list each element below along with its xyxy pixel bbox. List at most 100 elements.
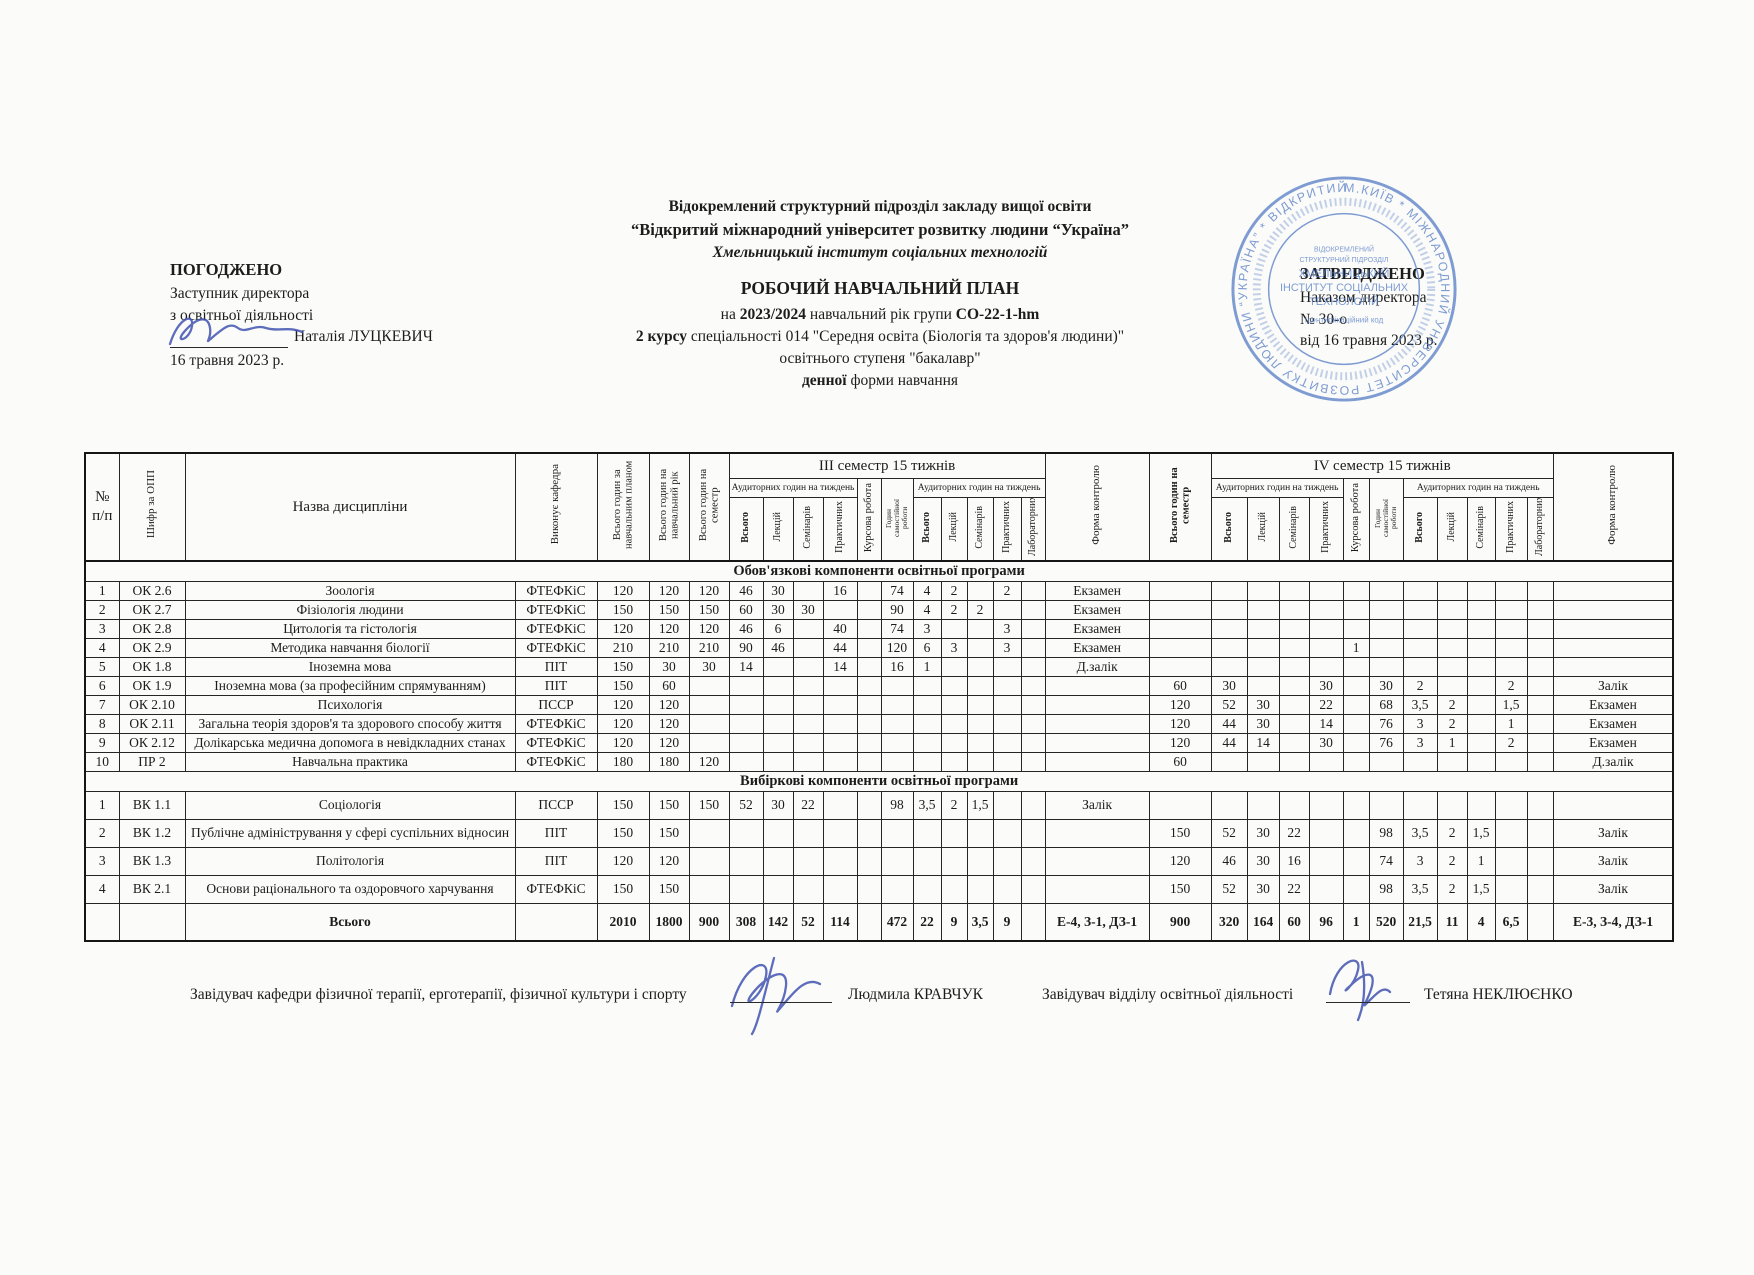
sem4-title: IV семестр 15 тижнів [1210,452,1554,479]
sem4-aud-week-header-2: Аудиторних годин на тиждень [1402,478,1554,498]
dept-cell: ПІТ [514,657,598,677]
col-header-s3-practical: Практичних [822,497,858,562]
agreed-signature-line [170,331,288,349]
discipline-cell: Фізіологія людини [184,600,516,620]
num-cell: 9 [84,733,120,753]
total-plan-cell: 150 [596,657,650,677]
s4-lectures-cell [1246,752,1280,772]
s3-coursework-cell [856,638,882,658]
s3-practical-cell [822,600,858,620]
s3-seminars-cell [792,581,824,601]
s3-seminars-cell [792,875,824,904]
year-line-pre: на [720,305,740,323]
s4-practical-cell [1308,875,1344,904]
s3-week-total-cell [912,695,942,715]
document-form-line: денної форми навчання [300,370,1460,392]
s3-practical-cell: 14 [822,657,858,677]
s3-week-lectures-cell [940,714,968,734]
s3-practical-cell: 114 [822,903,858,942]
col-header-s3-week-total: Всього [912,497,942,562]
code-cell: ВК 2.1 [118,875,186,904]
s4-lectures-cell: 164 [1246,903,1280,942]
sem3-hours-cell: 150 [688,791,730,820]
s3-lectures-cell [762,676,794,696]
agreed-block: ПОГОДЖЕНО Заступник директора з освітньо… [168,258,500,372]
s3-seminars-cell [792,638,824,658]
s3-week-practical-cell [992,714,1022,734]
s3-practical-cell: 16 [822,581,858,601]
s3-week-seminars-cell [966,752,994,772]
university-stamp-icon: М.КИЇВ * МІЖНАРОДНИЙ УНІВЕРСИТЕТ РОЗВИТК… [1225,170,1457,402]
s4-seminars-cell: 60 [1278,903,1310,942]
s4-week-lectures-cell: 2 [1436,714,1468,734]
document-header: РОБОЧИЙ НАВЧАЛЬНИЙ ПЛАН на 2023/2024 нав… [300,276,1460,392]
stamp-inner-line-3: ХМЕЛЬНИЦЬКИЙ [1299,267,1390,280]
s4-selfstudy-cell [1368,600,1404,620]
s4-week-lab-cell [1526,752,1554,772]
s4-seminars-cell [1278,676,1310,696]
sem3-hours-cell [688,676,730,696]
academic-year: 2023/2024 [739,305,807,323]
s4-selfstudy-cell: 68 [1368,695,1404,715]
num-cell: 4 [84,638,120,658]
s4-seminars-cell [1278,752,1310,772]
s4-practical-cell [1308,581,1344,601]
code-cell: ВК 1.3 [118,847,186,876]
discipline-cell: Цитологія та гістологія [184,619,516,639]
s4-aud-total-cell: 52 [1210,695,1248,715]
s4-selfstudy-cell: 30 [1368,676,1404,696]
s3-week-lectures-cell: 2 [940,791,968,820]
total-plan-cell: 150 [596,676,650,696]
s4-week-total-cell [1402,619,1438,639]
s3-aud-total-cell: 14 [728,657,764,677]
s4-week-lectures-cell [1436,676,1468,696]
code-cell: ОК 2.8 [118,619,186,639]
sem3-hours-cell: 120 [688,619,730,639]
s4-week-total-cell: 3 [1402,847,1438,876]
s3-seminars-cell [792,733,824,753]
s3-aud-total-cell [728,733,764,753]
total-year-cell: 120 [648,695,690,715]
s4-practical-cell [1308,819,1344,848]
discipline-cell: Соціологія [184,791,516,820]
institution-line-3: Хмельницький інститут соціальних техноло… [712,244,1048,262]
s3-week-total-cell: 4 [912,581,942,601]
s3-selfstudy-cell [880,695,914,715]
total-year-cell: 120 [648,581,690,601]
s4-week-total-cell [1402,791,1438,820]
total-plan-cell: 150 [596,600,650,620]
discipline-cell: Іноземна мова (за професійним спрямуванн… [184,676,516,696]
s3-aud-total-cell: 52 [728,791,764,820]
footer-signatures: Завідувач кафедри фізичної терапії, ерго… [0,956,1754,1052]
s3-lectures-cell [762,819,794,848]
s4-week-lab-cell [1526,581,1554,601]
s3-week-lab-cell [1020,714,1046,734]
code-cell: ОК 2.7 [118,600,186,620]
s4-coursework-cell [1342,657,1370,677]
total-year-cell: 180 [648,752,690,772]
s3-coursework-cell [856,676,882,696]
s3-control-form-cell [1044,752,1150,772]
s3-week-practical-cell [992,791,1022,820]
s4-lectures-cell [1246,676,1280,696]
sem4-aud-week-header-1: Аудиторних годин на тиждень [1210,478,1344,498]
s4-week-practical-cell [1494,875,1528,904]
col-header-sem4-control: Форма контролю [1552,452,1674,562]
sem3-hours-cell [688,847,730,876]
s4-week-practical-cell: 1 [1494,714,1528,734]
s3-selfstudy-cell [880,875,914,904]
s3-selfstudy-cell: 74 [880,581,914,601]
s3-control-form-cell [1044,875,1150,904]
s4-selfstudy-cell [1368,638,1404,658]
s3-lectures-cell: 46 [762,638,794,658]
s3-week-lectures-cell [940,695,968,715]
s4-week-practical-cell [1494,791,1528,820]
s3-selfstudy-cell: 472 [880,903,914,942]
code-cell: ОК 1.9 [118,676,186,696]
s3-coursework-cell [856,847,882,876]
s3-week-practical-cell [992,600,1022,620]
s4-selfstudy-cell: 76 [1368,714,1404,734]
s4-seminars-cell: 16 [1278,847,1310,876]
s4-control-form-cell: Залік [1552,676,1674,696]
s3-lectures-cell: 142 [762,903,794,942]
